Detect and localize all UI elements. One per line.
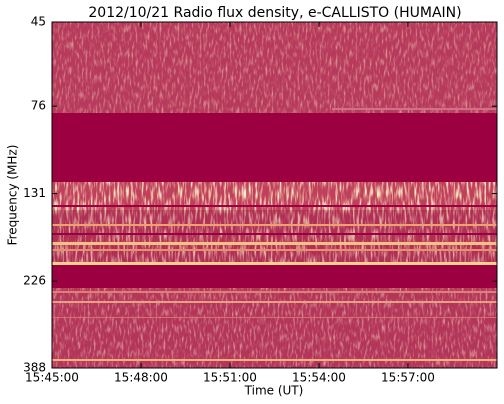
y-tick-label: 131 [23, 186, 46, 200]
stripe [52, 359, 497, 361]
stripe [52, 317, 497, 318]
band [52, 113, 497, 182]
stripe [52, 291, 497, 293]
x-tick-label: 15:57:00 [381, 371, 435, 385]
x-axis-label: Time (UT) [244, 384, 304, 398]
y-tick-label: 388 [23, 361, 46, 375]
y-axis-label: Frequency (MHz) [6, 145, 20, 246]
x-tick-label: 15:45:00 [25, 371, 79, 385]
x-tick-label: 15:51:00 [203, 371, 257, 385]
stripe [52, 262, 497, 265]
noise [52, 288, 497, 368]
x-tick-label: 15:54:00 [292, 371, 346, 385]
chart-title: 2012/10/21 Radio flux density, e-CALLIST… [88, 5, 461, 21]
stripe [52, 249, 497, 251]
spectrogram-image [52, 22, 497, 368]
noise [52, 210, 497, 265]
axes-frame [51, 21, 498, 369]
stripe [52, 301, 497, 303]
y-tick-label: 45 [31, 15, 46, 29]
y-tick-label: 76 [31, 99, 46, 113]
stripe [52, 233, 497, 235]
x-tick-label: 15:48:00 [114, 371, 168, 385]
stripe [332, 108, 497, 110]
band [52, 265, 497, 288]
stripe [52, 224, 497, 226]
stripe [52, 242, 497, 245]
stripe [52, 205, 497, 207]
noise [52, 22, 497, 113]
y-tick-label: 226 [23, 274, 46, 288]
